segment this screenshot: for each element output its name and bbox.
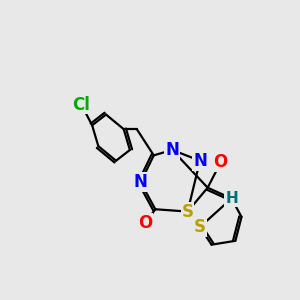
- Text: S: S: [194, 218, 206, 236]
- Text: Cl: Cl: [72, 95, 90, 113]
- Text: O: O: [214, 153, 228, 171]
- Text: O: O: [138, 214, 152, 232]
- Text: S: S: [182, 202, 194, 220]
- Text: N: N: [165, 141, 179, 159]
- Text: N: N: [193, 152, 207, 170]
- Text: N: N: [134, 173, 148, 191]
- Text: H: H: [225, 191, 238, 206]
